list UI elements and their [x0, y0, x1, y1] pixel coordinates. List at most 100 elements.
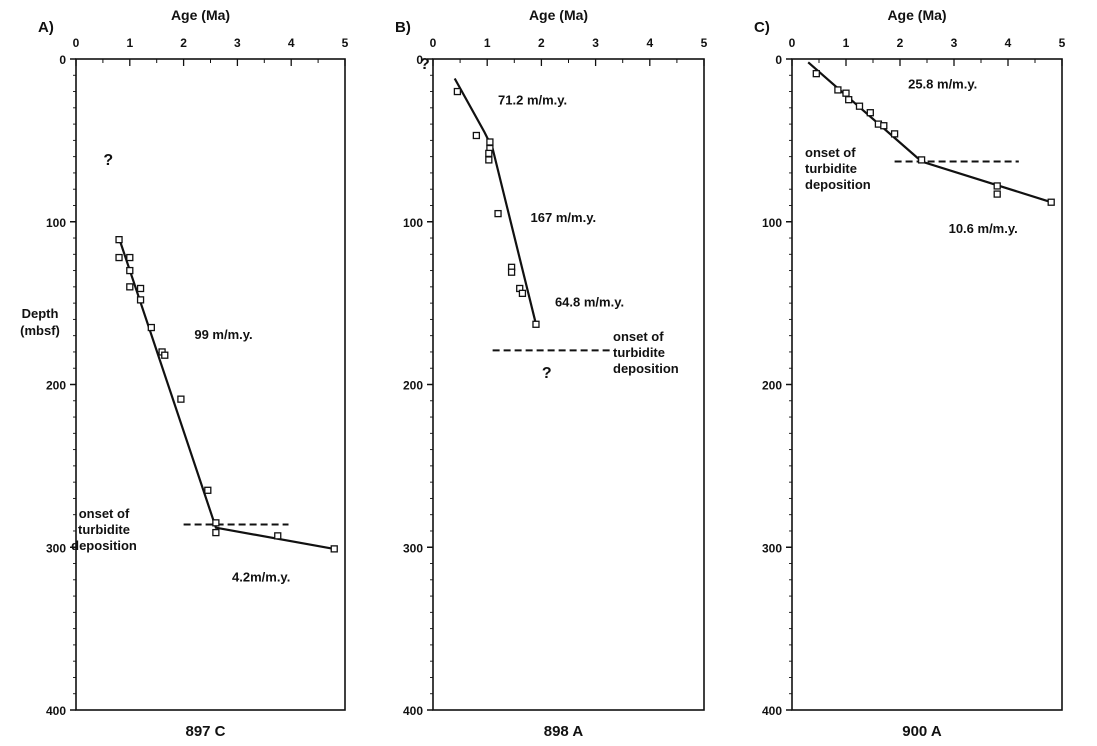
x-axis-title: Age (Ma) — [887, 7, 946, 23]
panel-2: C) Age (Ma) 0 1 2 3 4 5 0 100 200 300 400 onset oftur… — [754, 7, 1066, 740]
data-point — [485, 149, 493, 158]
data-point — [126, 283, 134, 291]
onset-label: onset of — [79, 506, 130, 521]
site-label: 898 A — [544, 723, 584, 740]
data-point — [866, 109, 874, 117]
onset-label: turbidite — [78, 522, 130, 537]
x-tick-label: 4 — [1005, 36, 1012, 50]
panel-0: A) Age (Ma) 0 1 2 3 4 5 0 100 200 300 400 Depth (mbsf)… — [20, 7, 349, 740]
x-tick-label: 4 — [646, 36, 653, 50]
data-point — [532, 320, 540, 328]
y-tick-label: 400 — [762, 704, 782, 718]
data-point — [485, 156, 493, 164]
x-tick-label: 5 — [701, 36, 708, 50]
data-point — [274, 532, 282, 540]
data-point — [880, 122, 888, 130]
data-point — [136, 284, 145, 293]
data-point — [212, 519, 220, 527]
onset-label: turbidite — [805, 161, 857, 176]
x-axis-title: Age (Ma) — [171, 7, 230, 23]
data-point — [147, 323, 155, 332]
panel-1: B) Age (Ma) 0 1 2 3 4 5 0 100 200 300 400 onset oftur… — [395, 7, 708, 740]
onset-label: deposition — [71, 538, 137, 553]
x-tick-label: 4 — [288, 36, 295, 50]
data-point — [494, 209, 502, 218]
data-point — [1047, 198, 1055, 206]
site-label: 900 A — [902, 723, 942, 740]
x-tick-label: 3 — [234, 36, 241, 50]
x-tick-label: 2 — [180, 36, 187, 50]
data-point — [126, 266, 134, 275]
x-tick-label: 5 — [1059, 36, 1066, 50]
panel-label: A) — [38, 19, 54, 36]
y-tick-label: 300 — [403, 541, 423, 555]
data-point — [453, 87, 462, 96]
x-tick-label: 0 — [430, 36, 437, 50]
question-mark: ? — [542, 365, 552, 382]
x-tick-label: 5 — [342, 36, 349, 50]
onset-label: onset of — [613, 329, 664, 344]
plot-frame — [75, 58, 346, 711]
question-mark: ? — [420, 56, 430, 73]
data-point — [330, 545, 338, 553]
data-point — [161, 351, 169, 359]
x-tick-label: 1 — [843, 36, 850, 50]
data-point — [115, 236, 123, 244]
y-tick-label: 200 — [46, 379, 66, 393]
data-point — [486, 138, 494, 146]
rate-annotation: 99 m/m.y. — [194, 327, 252, 342]
y-tick-label: 0 — [416, 53, 423, 67]
data-point — [890, 130, 899, 138]
y-tick-label: 100 — [762, 216, 782, 230]
onset-label: onset of — [805, 145, 856, 160]
data-point — [212, 528, 220, 537]
data-point — [518, 289, 527, 298]
y-tick-label: 300 — [46, 541, 66, 555]
data-point — [845, 96, 853, 104]
y-tick-label: 200 — [762, 379, 782, 393]
data-point — [993, 190, 1001, 198]
rate-annotation: 25.8 m/m.y. — [908, 76, 977, 91]
panel-label: B) — [395, 19, 411, 36]
x-tick-label: 1 — [126, 36, 133, 50]
rate-annotation: 167 m/m.y. — [531, 210, 597, 225]
data-point — [177, 395, 185, 403]
y-tick-label: 200 — [403, 379, 423, 393]
data-point — [136, 296, 145, 304]
x-tick-label: 0 — [789, 36, 796, 50]
onset-label: turbidite — [613, 345, 665, 360]
x-tick-label: 2 — [538, 36, 545, 50]
y-tick-label: 100 — [403, 216, 423, 230]
y-tick-label: 400 — [46, 704, 66, 718]
onset-label: deposition — [613, 361, 679, 376]
data-point — [472, 131, 481, 140]
rate-annotation: 10.6 m/m.y. — [949, 221, 1018, 236]
site-label: 897 C — [185, 723, 225, 740]
data-point — [993, 182, 1001, 190]
onset-label: deposition — [805, 177, 871, 192]
x-tick-label: 2 — [897, 36, 904, 50]
data-point — [115, 253, 123, 262]
fit-line — [117, 237, 335, 550]
data-point — [842, 89, 850, 97]
y-tick-label: 0 — [775, 53, 782, 67]
panel-label: C) — [754, 19, 770, 36]
y-tick-label: 400 — [403, 704, 423, 718]
data-point — [834, 86, 842, 94]
y-tick-label: 0 — [59, 53, 66, 67]
data-point — [507, 268, 516, 276]
x-tick-label: 0 — [73, 36, 80, 50]
y-axis-title: (mbsf) — [20, 323, 60, 338]
data-point — [126, 253, 134, 262]
rate-annotation: 71.2 m/m.y. — [498, 93, 567, 108]
x-tick-label: 3 — [951, 36, 958, 50]
rate-annotation: 64.8 m/m.y. — [555, 294, 624, 309]
x-axis-title: Age (Ma) — [529, 7, 588, 23]
y-axis-title: Depth — [22, 306, 59, 321]
fit-line — [453, 77, 538, 325]
x-tick-label: 3 — [592, 36, 599, 50]
data-point — [917, 156, 926, 164]
question-mark: ? — [103, 152, 113, 169]
y-tick-label: 300 — [762, 541, 782, 555]
data-point — [812, 69, 820, 78]
